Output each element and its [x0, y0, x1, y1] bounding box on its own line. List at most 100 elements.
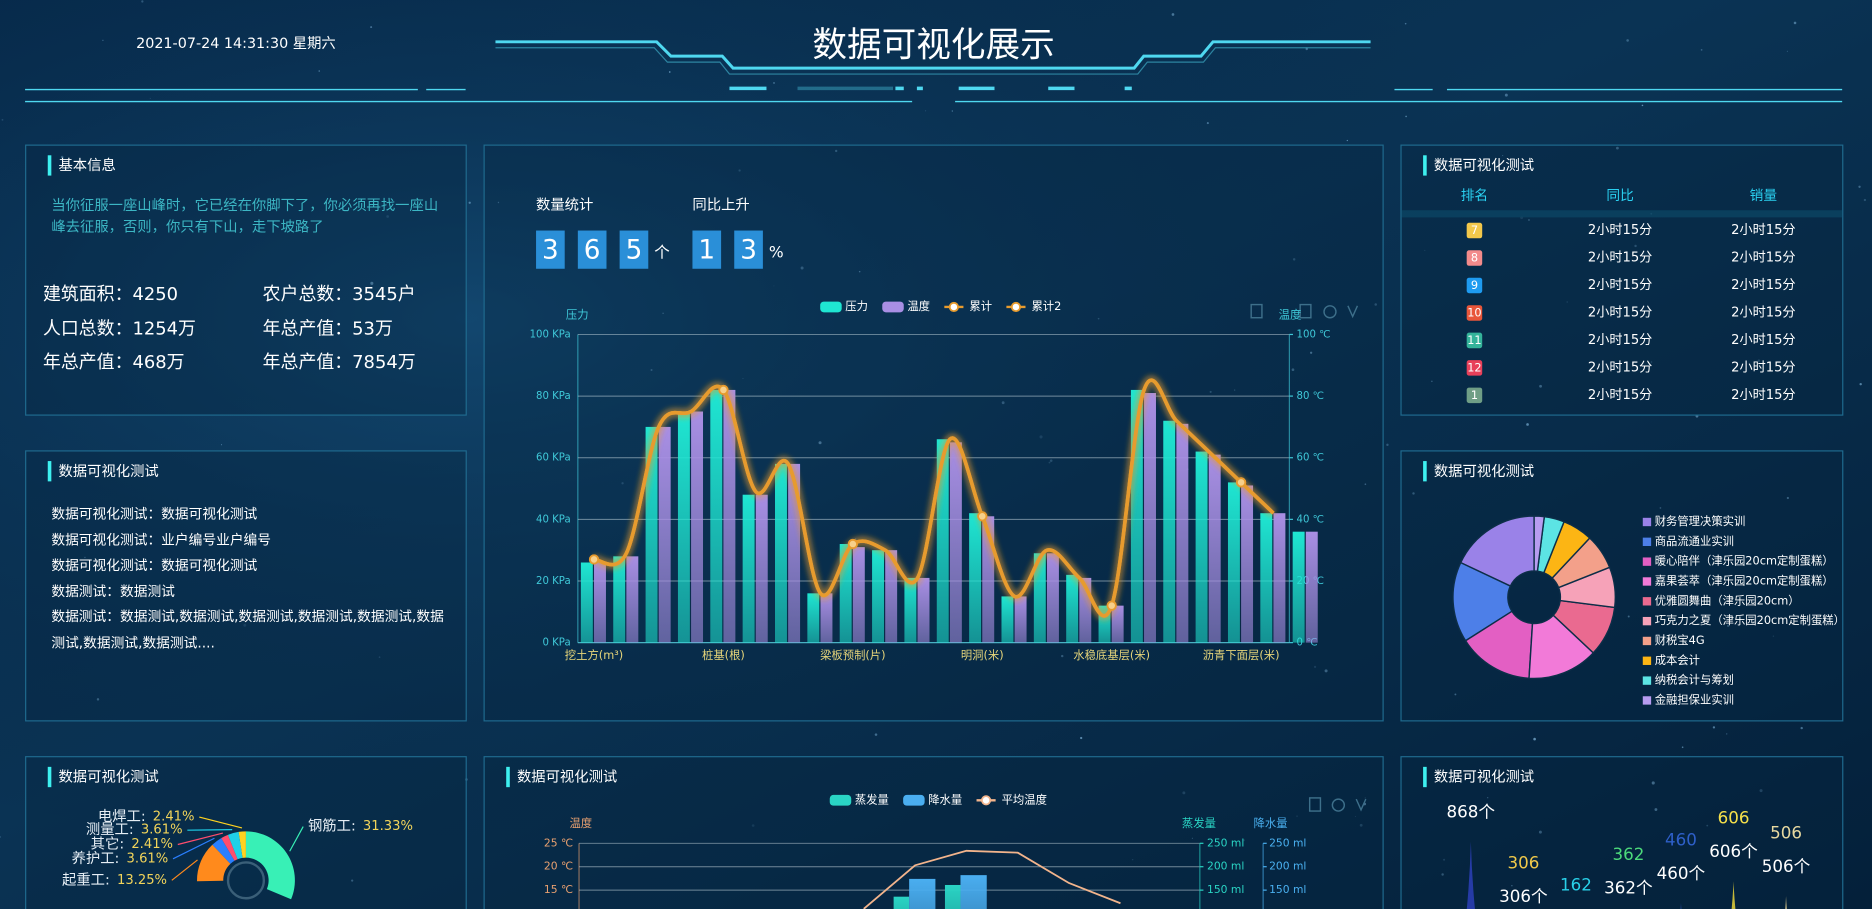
leader-line: [177, 832, 224, 846]
table-cell: 2小时15分: [1588, 387, 1652, 403]
header-outline-inner: [495, 47, 1371, 75]
star: [1786, 496, 1789, 500]
spike-label: 868个: [1447, 801, 1496, 821]
spike: [1466, 841, 1475, 909]
pie-slice: [238, 831, 246, 858]
bar: [960, 875, 987, 909]
rank-badge: [1466, 332, 1483, 349]
rank-badge: [1466, 387, 1483, 404]
star: [1681, 746, 1684, 749]
star: [1627, 615, 1630, 618]
star: [149, 97, 151, 99]
star: [1313, 665, 1317, 669]
table-cell: 2小时15分: [1588, 304, 1652, 320]
table-cell: 2小时15分: [1731, 332, 1795, 348]
pie-slice: [1533, 515, 1546, 572]
pie-slice: [1459, 515, 1535, 588]
star: [1374, 303, 1377, 306]
x-tick-label: 明洞(米): [961, 648, 1004, 662]
star: [818, 441, 822, 445]
bar: [1144, 393, 1156, 643]
star: [1364, 483, 1367, 486]
star: [925, 110, 927, 112]
counter-label: 同比上升: [692, 196, 749, 213]
leader-line: [171, 859, 198, 881]
axis-name: 温度: [1279, 307, 1302, 321]
spike-label: 162个: [1552, 908, 1601, 909]
star: [1757, 359, 1761, 362]
digit: 5: [626, 235, 643, 265]
x-tick-label: 水稳底基层(米): [1073, 648, 1150, 662]
star: [1412, 492, 1415, 495]
x-tick-label: 桩基(根): [702, 648, 745, 662]
table-header: 同比: [1606, 188, 1633, 204]
slice-name: 起重工:: [62, 871, 110, 888]
spike-value: 306: [1507, 853, 1539, 873]
digit: 1: [698, 235, 715, 265]
star: [1786, 50, 1788, 52]
rank-badge: [1466, 250, 1483, 266]
table-cell: 2小时15分: [1588, 359, 1652, 375]
slice-name: 电焊工:: [98, 808, 146, 825]
star: [96, 698, 100, 701]
title-markers: [47, 155, 1427, 788]
pie-slice: [1464, 610, 1534, 680]
bar: [807, 593, 820, 643]
star: [243, 623, 247, 627]
star: [60, 155, 64, 159]
pie-slice: [245, 831, 295, 900]
stat-text: 建筑面积：4250: [43, 284, 178, 305]
star: [370, 26, 373, 29]
panel-title: 数据可视化测试: [59, 463, 159, 480]
info-line: 数据可视化测试：业户编号业户编号: [51, 530, 272, 548]
star: [1292, 258, 1296, 261]
info-line: 数据测试：数据测试: [51, 582, 175, 600]
star: [1039, 435, 1043, 439]
legend-label: 暖心陪伴（津乐园20cm定制蛋糕）: [1655, 554, 1834, 568]
star: [1504, 93, 1508, 97]
bar: [820, 593, 833, 643]
star: [1182, 791, 1186, 795]
title-marker: [506, 766, 510, 788]
x-tick-label: 梁板预制(片): [820, 648, 885, 662]
star: [1511, 885, 1513, 887]
star: [377, 612, 380, 615]
legend-label: 纳税会计与筹划: [1655, 673, 1734, 687]
digit: 6: [584, 235, 601, 265]
star: [1641, 104, 1644, 107]
table-cell: 2小时15分: [1588, 222, 1652, 238]
panel-title: 数据可视化测试: [1434, 463, 1534, 480]
star: [1131, 859, 1134, 861]
legend-label: 巧克力之夏（津乐园20cm定制蛋糕）: [1655, 613, 1845, 627]
slice-name: 测量工:: [86, 821, 134, 838]
star: [874, 733, 878, 736]
star: [773, 285, 775, 287]
bar: [1305, 531, 1318, 643]
title-marker: [47, 766, 52, 788]
bar: [580, 562, 593, 643]
digit: 3: [740, 235, 757, 265]
table-header-band: [1401, 210, 1843, 218]
spike-value: 606: [1718, 807, 1750, 827]
star: [141, 0, 144, 3]
legend-swatch: [948, 301, 959, 313]
table-cell: 2小时15分: [1588, 250, 1652, 266]
leader-line: [187, 829, 233, 831]
star: [1305, 47, 1308, 51]
bar: [885, 550, 898, 643]
star: [1863, 198, 1867, 202]
bar: [658, 426, 671, 643]
star: [102, 39, 104, 41]
leader-line: [172, 837, 215, 860]
legend-swatch: [1642, 557, 1652, 566]
star: [386, 215, 389, 218]
star: [1772, 635, 1775, 637]
pie-slice: [196, 844, 231, 882]
y-tick-label: 40 KPa: [536, 514, 571, 525]
legend-swatch: [820, 301, 842, 313]
table-cell: 2小时15分: [1588, 332, 1652, 348]
y2-tick-label: 150 ml: [1207, 883, 1244, 896]
info-line: 数据可视化测试：数据可视化测试: [51, 556, 258, 574]
